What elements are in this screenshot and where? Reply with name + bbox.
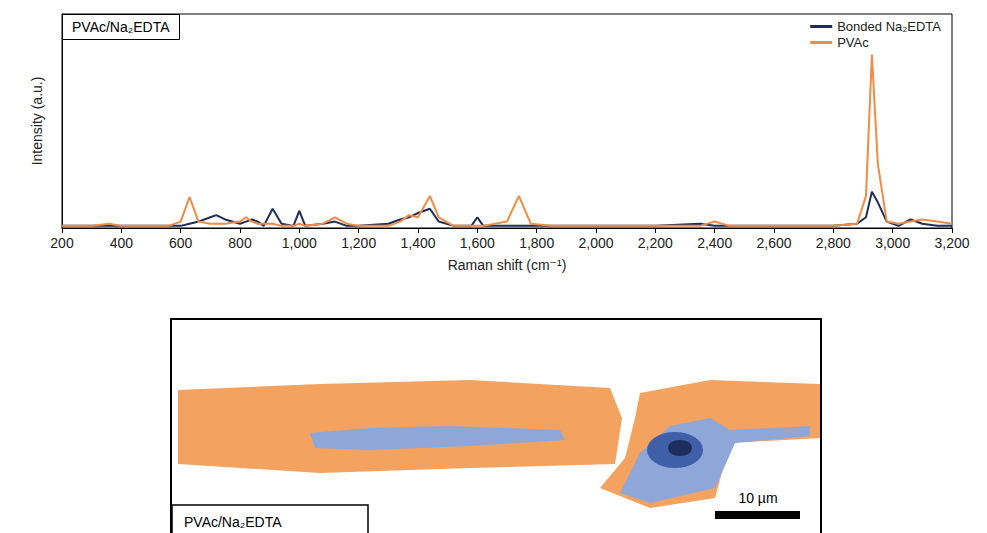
svg-text:1,800: 1,800	[519, 235, 554, 251]
svg-text:Bonded Na₂EDTA: Bonded Na₂EDTA	[837, 19, 941, 34]
svg-text:10 µm: 10 µm	[738, 490, 777, 506]
svg-text:600: 600	[169, 235, 193, 251]
svg-text:2,400: 2,400	[697, 235, 732, 251]
svg-text:3,200: 3,200	[934, 235, 969, 251]
svg-text:2,000: 2,000	[578, 235, 613, 251]
svg-text:Raman shift (cm⁻¹): Raman shift (cm⁻¹)	[448, 257, 567, 273]
svg-text:PVAc/Na₂EDTA: PVAc/Na₂EDTA	[72, 19, 170, 35]
svg-text:1,200: 1,200	[341, 235, 376, 251]
svg-text:400: 400	[110, 235, 134, 251]
svg-text:2,200: 2,200	[638, 235, 673, 251]
svg-text:Intensity (a.u.): Intensity (a.u.)	[29, 77, 45, 166]
svg-text:PVAc: PVAc	[837, 35, 869, 50]
svg-text:1,600: 1,600	[460, 235, 495, 251]
svg-text:PVAc/Na₂EDTA: PVAc/Na₂EDTA	[184, 514, 282, 530]
svg-text:2,600: 2,600	[756, 235, 791, 251]
svg-text:200: 200	[50, 235, 74, 251]
svg-text:1,000: 1,000	[282, 235, 317, 251]
svg-text:3,000: 3,000	[875, 235, 910, 251]
svg-text:2,800: 2,800	[816, 235, 851, 251]
svg-text:800: 800	[228, 235, 252, 251]
svg-text:1,400: 1,400	[400, 235, 435, 251]
